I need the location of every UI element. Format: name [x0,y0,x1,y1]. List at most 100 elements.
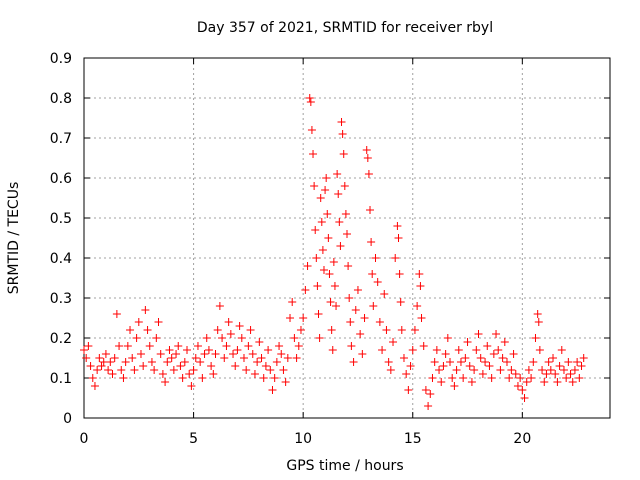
data-point-plus [180,358,189,366]
data-point-plus [410,326,419,334]
data-point-plus [446,358,455,366]
data-points [80,94,588,410]
x-tick-labels: 0 5 10 15 20 [80,431,532,447]
axis-ticks [83,57,610,419]
data-point-plus [313,282,322,290]
data-point-plus [465,362,474,370]
data-point-plus [310,182,319,190]
data-point-plus [158,370,167,378]
data-point-plus [327,326,336,334]
data-point-plus [196,358,205,366]
data-point-plus [172,350,181,358]
data-point-plus [239,354,248,362]
data-point-plus [467,378,476,386]
data-point-plus [167,354,176,362]
data-point-plus [330,282,339,290]
data-point-plus [402,370,411,378]
data-point-plus [393,222,402,230]
data-point-plus [518,386,527,394]
data-point-plus [178,374,187,382]
data-point-plus [145,342,154,350]
data-point-plus [326,298,335,306]
data-point-plus [413,302,422,310]
data-point-plus [193,342,202,350]
data-point-plus [110,354,119,362]
data-point-plus [489,350,498,358]
data-point-plus [185,370,194,378]
data-point-plus [544,358,553,366]
data-point-plus [286,314,295,322]
data-point-plus [557,346,566,354]
data-point-plus [156,350,165,358]
data-point-plus [417,314,426,322]
data-point-plus [500,338,509,346]
data-point-plus [123,342,132,350]
y-tick-label: 0.7 [50,131,72,147]
data-point-plus [121,358,130,366]
data-point-plus [246,326,255,334]
data-point-plus [441,350,450,358]
data-point-plus [542,370,551,378]
data-point-plus [549,354,558,362]
data-point-plus [272,358,281,366]
data-point-plus [279,366,288,374]
data-point-plus [562,374,571,382]
data-point-plus [335,218,344,226]
data-point-plus [242,366,251,374]
data-point-plus [163,358,172,366]
data-point-plus [187,382,196,390]
data-point-plus [507,366,516,374]
y-tick-label: 0.3 [50,291,72,307]
data-point-plus [362,146,371,154]
data-point-plus [520,394,529,402]
data-point-plus [368,270,377,278]
data-point-plus [237,334,246,342]
data-point-plus [150,366,159,374]
data-point-plus [316,194,325,202]
data-point-plus [312,254,321,262]
data-point-plus [288,298,297,306]
data-point-plus [424,402,433,410]
data-point-plus [363,154,372,162]
data-point-plus [566,370,575,378]
data-point-plus [416,282,425,290]
data-point-plus [257,354,266,362]
y-tick-label: 0.2 [50,331,72,347]
data-point-plus [198,374,207,382]
x-tick-label: 20 [513,431,531,447]
data-point-plus [292,354,301,362]
data-point-plus [343,230,351,238]
data-point-plus [303,262,312,270]
data-point-plus [437,378,446,386]
data-point-plus [169,366,178,374]
data-point-plus [339,150,348,158]
data-point-plus [106,358,115,366]
data-point-plus [126,326,135,334]
data-point-plus [470,366,479,374]
data-point-plus [261,362,270,370]
data-point-plus [165,346,174,354]
data-point-plus [570,366,579,374]
data-point-plus [341,210,350,218]
data-point-plus [533,310,542,318]
data-point-plus [430,358,439,366]
data-point-plus [384,358,393,366]
data-point-plus [315,334,324,342]
data-point-plus [546,366,555,374]
data-point-plus [476,354,485,362]
data-point-plus [202,334,211,342]
data-point-plus [307,126,316,134]
data-point-plus [419,342,428,350]
data-point-plus [266,366,275,374]
data-point-plus [347,342,356,350]
data-point-plus [324,234,333,242]
data-point-plus [112,310,121,318]
data-point-plus [529,358,538,366]
data-point-plus [375,318,384,326]
data-point-plus [207,362,216,370]
data-point-plus [337,118,346,126]
data-point-plus [323,210,332,218]
data-point-plus [454,346,463,354]
data-point-plus [334,190,343,198]
data-point-plus [209,370,218,378]
